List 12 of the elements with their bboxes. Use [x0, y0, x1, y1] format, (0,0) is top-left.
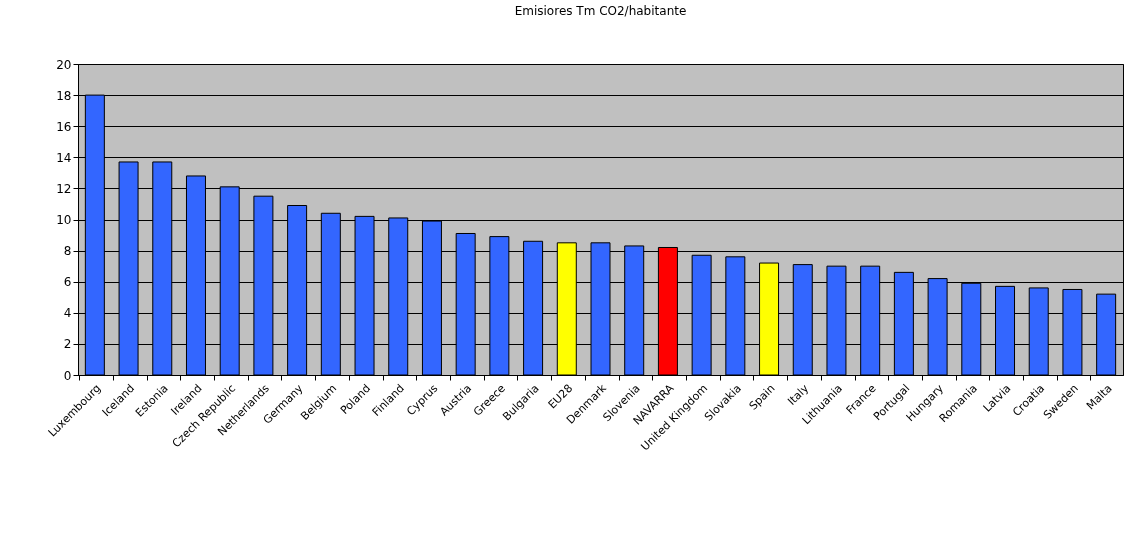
y-tick-label: 16	[56, 119, 72, 134]
y-tick-label: 6	[63, 275, 72, 290]
y-tick-label: 20	[56, 57, 72, 72]
y-tick-label: 14	[56, 150, 72, 165]
y-tick-label: 12	[56, 181, 72, 196]
y-tick-label: 18	[56, 88, 72, 103]
y-tick-label: 4	[63, 306, 72, 321]
y-tick-label: 0	[63, 368, 72, 383]
chart-title: Emisiores Tm CO2/habitante	[514, 4, 687, 18]
y-tick-label: 8	[63, 244, 72, 259]
y-tick-label: 10	[56, 213, 72, 227]
y-tick-label: 2	[63, 337, 72, 352]
